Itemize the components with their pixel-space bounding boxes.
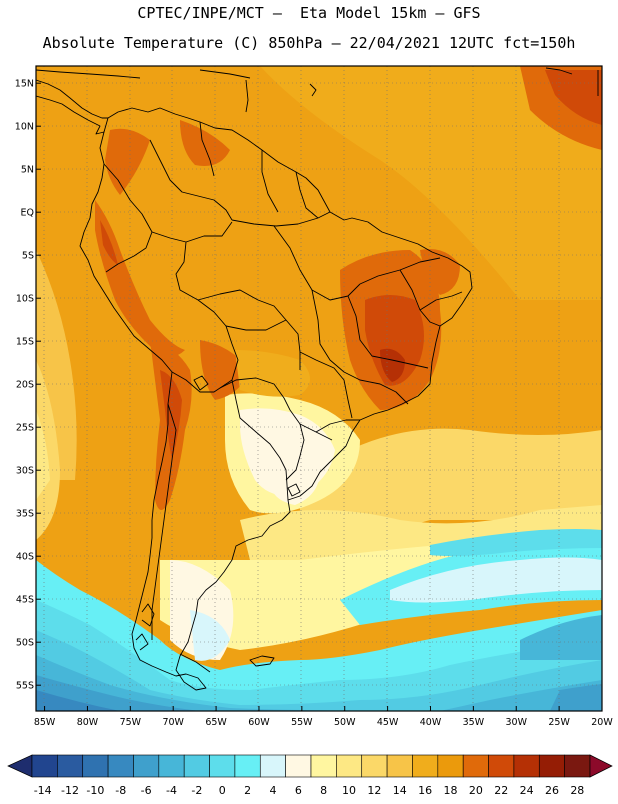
colorbar-label: -4	[166, 784, 177, 797]
lon-label: 25W	[548, 717, 570, 728]
colorbar-swatch	[259, 754, 286, 778]
caribbean-islands	[36, 69, 141, 79]
colorbar-label: 22	[494, 784, 508, 797]
colorbar-swatch	[158, 754, 185, 778]
lon-label: 20W	[591, 717, 613, 728]
lon-label: 50W	[334, 717, 356, 728]
lat-label: 25S	[16, 423, 34, 434]
colorbar-swatch	[57, 754, 84, 778]
colorbar-label: 24	[520, 784, 534, 797]
colorbar-swatch	[285, 754, 312, 778]
lat-label: 15N	[15, 79, 34, 90]
lat-label: 40S	[16, 552, 34, 563]
colorbar-label: -12	[61, 784, 79, 797]
lat-label: 5N	[21, 165, 34, 176]
colorbar-swatch	[513, 754, 540, 778]
colorbar-swatch	[82, 754, 109, 778]
colorbar-swatch	[234, 754, 261, 778]
temperature-field	[36, 66, 602, 711]
chart-title-line2: Absolute Temperature (C) 850hPa – 22/04/…	[42, 34, 576, 52]
colorbar-label: 14	[393, 784, 407, 797]
lon-label: 70W	[162, 717, 184, 728]
colorbar-label: 18	[444, 784, 458, 797]
lat-label: 5S	[22, 251, 34, 262]
lon-label: 30W	[506, 717, 528, 728]
lon-label: 55W	[291, 717, 313, 728]
colorbar-label: -14	[34, 784, 52, 797]
colorbar-label: -8	[115, 784, 126, 797]
lat-label: 35S	[16, 509, 34, 520]
colorbar-label: 26	[545, 784, 559, 797]
colorbar-swatch	[107, 754, 134, 778]
colorbar-label: 8	[320, 784, 327, 797]
colorbar-label: 6	[295, 784, 302, 797]
colorbar-label: -6	[141, 784, 152, 797]
lon-label: 80W	[77, 717, 99, 728]
colorbar-label: 2	[244, 784, 251, 797]
lat-label: EQ	[21, 208, 34, 219]
lon-label: 60W	[248, 717, 270, 728]
lat-label: 50S	[16, 638, 34, 649]
lat-label: 30S	[16, 466, 34, 477]
colorbar-high-arrow	[589, 754, 613, 778]
colorbar-labels: -14 -12 -10 -8 -6 -4 -2 0 2 4 6 8 10 12 14 16 18 20 22 24 26…	[34, 784, 585, 797]
lon-label: 45W	[377, 717, 399, 728]
colorbar-swatch	[386, 754, 413, 778]
lat-label: 15S	[16, 337, 34, 348]
coastlines-and-borders	[36, 67, 599, 691]
lon-label: 85W	[34, 717, 56, 728]
colorbar-swatch	[538, 754, 565, 778]
colorbar-swatch	[209, 754, 236, 778]
colorbar-label: 12	[367, 784, 381, 797]
lat-label: 45S	[16, 595, 34, 606]
lat-label: 20S	[16, 380, 34, 391]
colorbar-label: 4	[269, 784, 276, 797]
colorbar-swatch	[564, 754, 591, 778]
lat-label: 10S	[16, 294, 34, 305]
colorbar-swatch	[336, 754, 363, 778]
colorbar-swatch	[412, 754, 439, 778]
colorbar-label: 10	[342, 784, 356, 797]
colorbar-swatch	[183, 754, 210, 778]
colorbar-low-arrow	[7, 754, 33, 778]
colorbar-label: 16	[418, 784, 432, 797]
colorbar-label: -10	[86, 784, 104, 797]
chart-title-line1: CPTEC/INPE/MCT – Eta Model 15km – GFS	[137, 4, 481, 22]
colorbar-label: 28	[570, 784, 584, 797]
country-borders	[149, 139, 233, 221]
lat-label: 10N	[15, 122, 34, 133]
lon-label: 40W	[420, 717, 442, 728]
lon-label: 75W	[120, 717, 142, 728]
lon-label: 65W	[205, 717, 227, 728]
colorbar-swatch	[31, 754, 58, 778]
map-frame	[35, 65, 603, 712]
colorbar-swatch	[488, 754, 515, 778]
colorbar-label: 0	[219, 784, 226, 797]
lat-label: 55S	[16, 681, 34, 692]
longitude-labels: 85W 80W 75W 70W 65W 60W 55W 50W 45W 40W 35W 30W 25W 2…	[34, 706, 613, 728]
latitude-labels: 15N 10N 5N EQ 5S 10S 15S 20S 25S 30S 35S 40S 45S 50S 5…	[15, 79, 41, 692]
south-america-coastline	[79, 107, 473, 691]
colorbar-swatch	[437, 754, 464, 778]
colorbar-label: -2	[191, 784, 202, 797]
colorbar-label: 20	[469, 784, 483, 797]
colorbar	[7, 754, 613, 778]
colorbar-swatch	[462, 754, 489, 778]
lon-label: 35W	[463, 717, 485, 728]
colorbar-swatch	[310, 754, 337, 778]
colorbar-swatch	[361, 754, 388, 778]
colorbar-swatch	[133, 754, 160, 778]
central-america	[36, 79, 108, 119]
